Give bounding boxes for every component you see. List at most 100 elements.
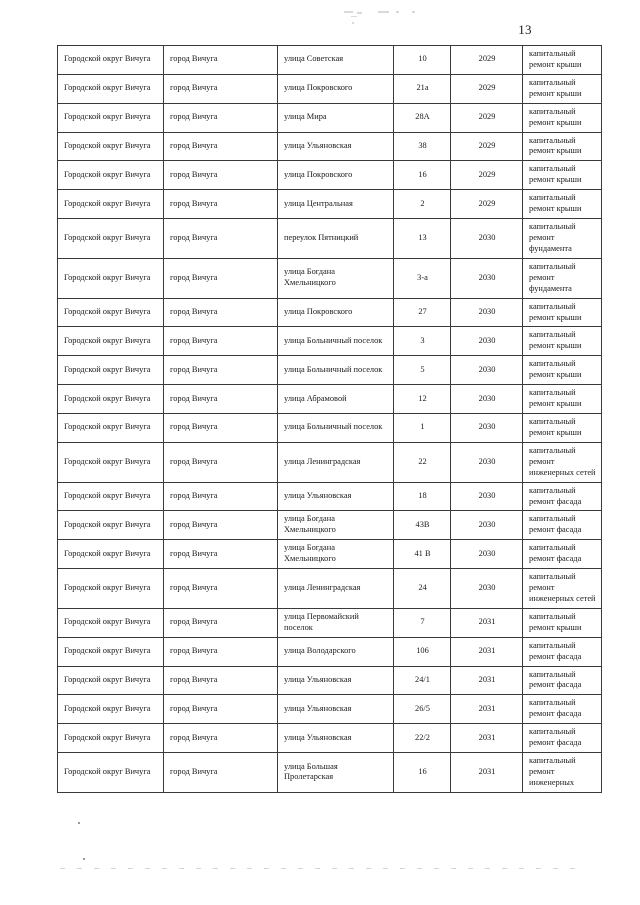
cell-district: Городской округ Вичуга [57, 694, 164, 725]
cell-street: улица Больничный поселок [277, 412, 394, 443]
scan-artifact [344, 11, 353, 13]
cell-work-type: капитальный ремонт крыши [522, 73, 602, 104]
table-row: Городской округ Вичуга город Вичуга улица … [57, 441, 602, 483]
table-row: Городской округ Вичуга город Вичуга улица … [57, 384, 602, 414]
cell-work-type: капитальный ремонт фундамента [522, 218, 602, 259]
cell-settlement: город Вичуга [163, 189, 278, 220]
cell-settlement: город Вичуга [163, 45, 278, 75]
cell-street: улица Покровского [277, 73, 394, 104]
cell-settlement: город Вичуга [163, 441, 278, 483]
cell-work-type: капитальный ремонт фасада [522, 665, 602, 696]
cell-street: улица Первомайский поселок [277, 607, 394, 638]
cell-year: 2031 [450, 665, 523, 696]
cell-year: 2029 [450, 45, 523, 75]
cell-house: 1 [393, 412, 451, 443]
cell-street: улица Ленинградская [277, 441, 394, 483]
cell-house: 3-а [393, 257, 451, 299]
cell-settlement: город Вичуга [163, 568, 278, 609]
cell-year: 2031 [450, 723, 523, 754]
cell-year: 2030 [450, 297, 523, 328]
table-row: Городской округ Вичуга город Вичуга улица … [57, 607, 602, 638]
cell-district: Городской округ Вичуга [57, 752, 164, 793]
cell-work-type: капитальный ремонт крыши [522, 355, 602, 386]
cell-street: улица Ульяновская [277, 694, 394, 725]
table-row: Городской округ Вичуга город Вичуга улица … [57, 412, 602, 443]
cell-work-type: капитальный ремонт инженерных сетей [522, 568, 602, 609]
cell-house: 16 [393, 752, 451, 793]
cell-house: 18 [393, 481, 451, 512]
cell-district: Городской округ Вичуга [57, 297, 164, 328]
cell-settlement: город Вичуга [163, 326, 278, 357]
cell-district: Городской округ Вичуга [57, 131, 164, 162]
page-number: 13 [518, 22, 532, 37]
cell-street: улица Ульяновская [277, 665, 394, 696]
cell-settlement: город Вичуга [163, 102, 278, 133]
cell-house: 7 [393, 607, 451, 638]
cell-house: 16 [393, 160, 451, 191]
cell-work-type: капитальный ремонт фасада [522, 694, 602, 725]
table-row: Городской округ Вичуга город Вичуга улица … [57, 326, 602, 357]
cell-district: Городской округ Вичуга [57, 73, 164, 104]
cell-street: улица Покровского [277, 160, 394, 191]
cell-year: 2030 [450, 218, 523, 259]
scan-artifact [357, 12, 362, 14]
cell-street: улица Володарского [277, 636, 394, 667]
cell-work-type: капитальный ремонт фундамента [522, 257, 602, 299]
cell-house: 22 [393, 441, 451, 483]
cell-district: Городской округ Вичуга [57, 45, 164, 75]
cell-settlement: город Вичуга [163, 218, 278, 259]
cell-street: улица Ульяновская [277, 131, 394, 162]
cell-house: 10 [393, 45, 451, 75]
cell-district: Городской округ Вичуга [57, 257, 164, 299]
capital-repair-schedule-table: Городской округ Вичуга город Вичуга улица … [57, 45, 602, 793]
cell-settlement: город Вичуга [163, 636, 278, 667]
cell-street: улица Советская [277, 45, 394, 75]
cell-street: улица Ульяновская [277, 481, 394, 512]
table-row: Городской округ Вичуга город Вичуга улица … [57, 510, 602, 541]
cell-work-type: капитальный ремонт крыши [522, 189, 602, 220]
cell-district: Городской округ Вичуга [57, 189, 164, 220]
cell-district: Городской округ Вичуга [57, 568, 164, 609]
cell-street: улица Мира [277, 102, 394, 133]
cell-street: переулок Пятницкий [277, 218, 394, 259]
cell-work-type: капитальный ремонт инженерных сетей [522, 441, 602, 483]
table-row: Городской округ Вичуга город Вичуга улица … [57, 355, 602, 386]
cell-year: 2031 [450, 607, 523, 638]
cell-settlement: город Вичуга [163, 539, 278, 570]
cell-street: улица Богдана Хмельницкого [277, 257, 394, 299]
cell-settlement: город Вичуга [163, 257, 278, 299]
scan-artifact [352, 22, 354, 24]
cell-district: Городской округ Вичуга [57, 665, 164, 696]
cell-settlement: город Вичуга [163, 131, 278, 162]
scan-artifact [396, 11, 399, 13]
cell-street: улица Большая Пролетарская [277, 752, 394, 793]
cell-district: Городской округ Вичуга [57, 636, 164, 667]
cell-work-type: капитальный ремонт крыши [522, 45, 602, 75]
cell-street: улица Богдана Хмельницкого [277, 510, 394, 541]
cell-work-type: капитальный ремонт крыши [522, 297, 602, 328]
cell-house: 106 [393, 636, 451, 667]
cell-house: 27 [393, 297, 451, 328]
cell-street: улица Больничный поселок [277, 355, 394, 386]
table-body: Городской округ Вичуга город Вичуга улица … [57, 45, 602, 793]
table-row: Городской округ Вичуга город Вичуга улица … [57, 694, 602, 725]
table-row: Городской округ Вичуга город Вичуга переул… [57, 218, 602, 259]
cell-year: 2030 [450, 412, 523, 443]
cell-year: 2030 [450, 481, 523, 512]
table-row: Городской округ Вичуга город Вичуга улица … [57, 297, 602, 328]
table-row: Городской округ Вичуга город Вичуга улица … [57, 189, 602, 220]
table-row: Городской округ Вичуга город Вичуга улица … [57, 102, 602, 133]
cell-house: 41 В [393, 539, 451, 570]
cell-work-type: капитальный ремонт крыши [522, 384, 602, 414]
cell-work-type: капитальный ремонт крыши [522, 102, 602, 133]
cell-settlement: город Вичуга [163, 481, 278, 512]
table-row: Городской округ Вичуга город Вичуга улица … [57, 723, 602, 754]
scan-artifact-line [60, 868, 580, 869]
cell-district: Городской округ Вичуга [57, 326, 164, 357]
cell-house: 21а [393, 73, 451, 104]
cell-year: 2030 [450, 257, 523, 299]
cell-house: 13 [393, 218, 451, 259]
cell-year: 2031 [450, 636, 523, 667]
scan-artifact [83, 858, 85, 860]
